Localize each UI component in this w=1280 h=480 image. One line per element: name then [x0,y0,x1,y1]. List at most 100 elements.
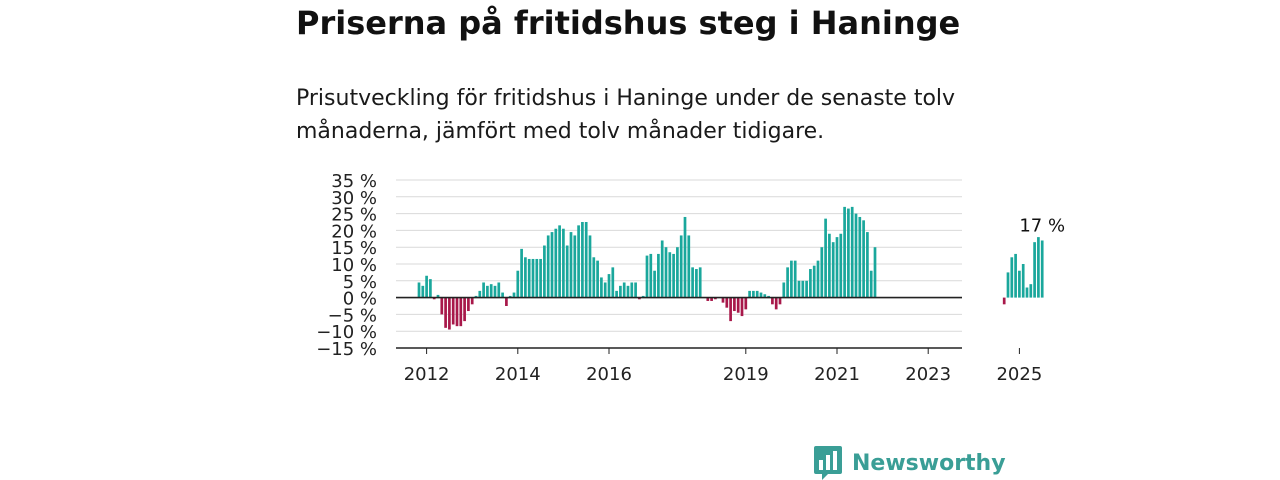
bar [790,260,793,298]
y-tick-label: 5 % [343,272,377,293]
bar [1010,257,1014,298]
bar [752,290,755,298]
y-tick-label: 30 % [331,188,377,209]
bar [444,297,447,328]
value-annotation: 17 % [1019,215,1065,236]
chart-subtitle: Prisutveckling för fritidshus i Haninge … [296,86,956,144]
bar [505,297,508,306]
bar [1014,253,1017,298]
bar [714,297,717,300]
bar [744,297,748,310]
bar [835,237,839,298]
bar [425,275,428,298]
bar [607,274,611,298]
bar [421,285,425,298]
bar [797,280,801,298]
x-tick-label: 2023 [905,364,951,385]
bar [436,294,440,298]
bar [429,279,432,298]
bar [482,282,485,298]
bar [721,297,725,303]
bar [543,245,546,298]
bar [816,260,820,298]
bar [508,295,512,298]
y-tick-label: −10 % [316,322,377,343]
bar [805,280,808,298]
bar [527,258,531,298]
bar [850,206,854,298]
bar [641,295,645,298]
bar [847,208,850,298]
y-tick-label: 35 % [331,171,377,192]
bar [455,297,459,327]
bar [1033,242,1036,298]
bar [733,297,736,312]
bar [569,232,573,298]
x-tick-label: 2012 [404,364,450,385]
bar [467,297,470,312]
bar [592,257,596,298]
bar [634,282,637,298]
bar [698,267,702,298]
bar [565,245,569,298]
bar [550,232,554,298]
bar [470,297,474,305]
bar [660,240,664,298]
bar [493,285,497,298]
bar [459,297,463,327]
bar [786,267,789,298]
bar [831,242,835,298]
bar [497,282,501,298]
bar [774,297,778,310]
bar [588,235,592,298]
bar [664,247,668,298]
bar [440,297,444,315]
y-tick-label: −5 % [328,305,377,326]
bar [649,253,653,298]
x-tick-label: 2021 [814,364,860,385]
bar [862,220,865,298]
bar [843,206,846,298]
bar [611,267,615,298]
bar [474,295,478,298]
bar [740,297,744,317]
bar [706,297,710,301]
bar [638,297,641,300]
bar [531,258,535,298]
y-tick-label: −15 % [316,339,377,360]
bar [630,282,634,298]
bar [1040,240,1044,298]
bar [1025,287,1029,298]
bar [748,290,751,298]
y-tick-label: 15 % [331,238,377,259]
bar [858,216,862,298]
bar [653,270,656,298]
bar [824,218,827,298]
bar [451,297,455,325]
bar [676,247,679,298]
bar [782,282,786,298]
brand-name: Newsworthy [852,450,1006,476]
bar [626,285,630,298]
x-tick-label: 2014 [495,364,541,385]
bar [672,253,675,298]
bar [683,216,687,298]
bar [524,257,527,298]
bar [584,222,588,298]
bar [763,294,767,298]
bar [778,297,782,305]
chart-title: Priserna på fritidshus steg i Haninge [296,4,961,42]
bar [736,297,740,313]
bar [695,269,698,298]
bar [729,297,732,322]
bar [603,282,607,298]
bar [839,233,843,298]
bar [417,282,421,298]
bar [679,235,683,298]
bar [432,297,436,300]
brand-footer[interactable]: Newsworthy [814,446,1006,480]
bar [615,290,618,298]
bar [645,255,649,298]
bar [771,297,774,305]
